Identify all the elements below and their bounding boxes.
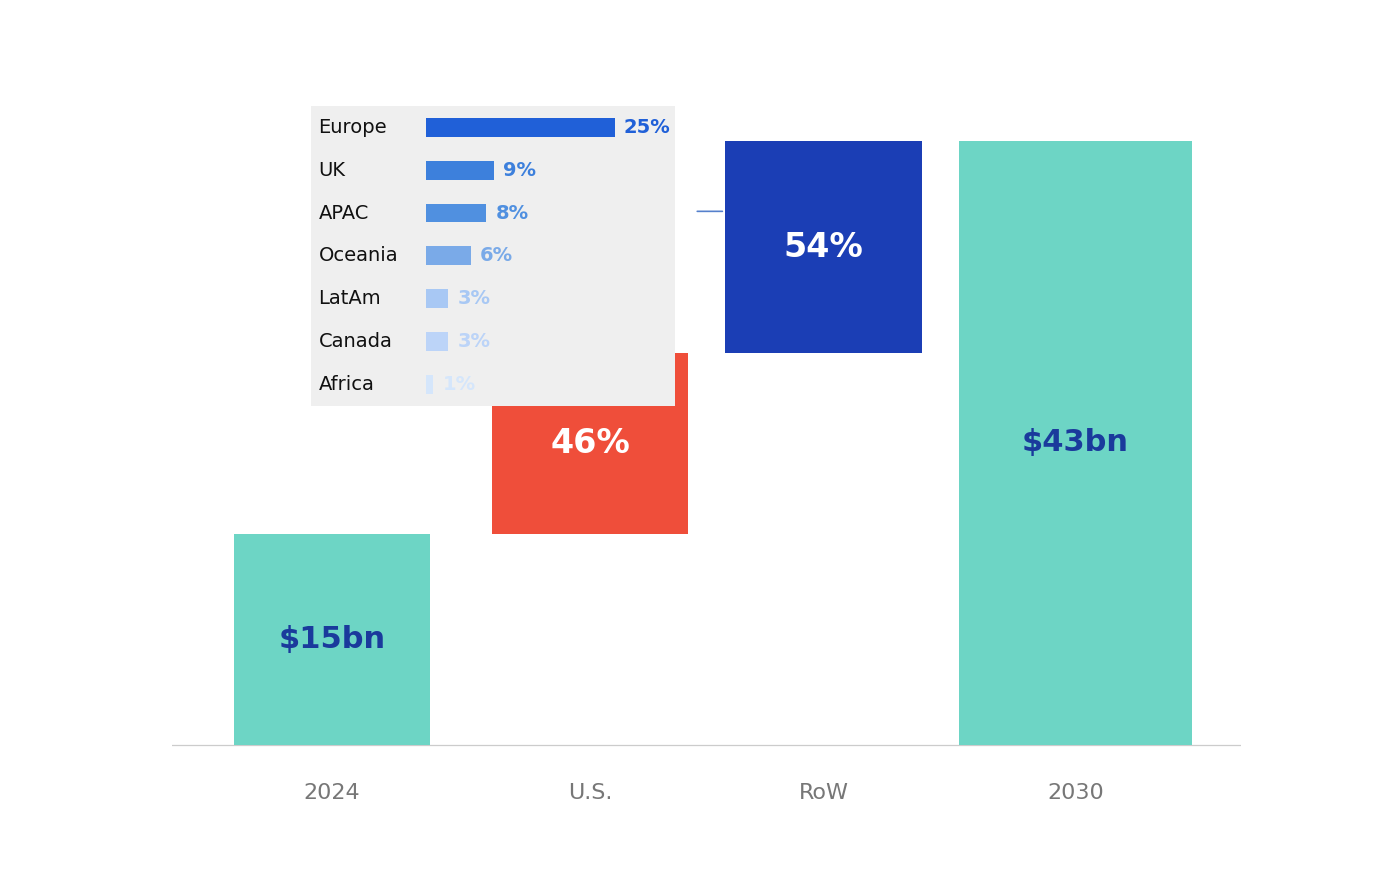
Bar xyxy=(958,141,1191,744)
Text: 2030: 2030 xyxy=(1047,782,1103,803)
Text: 54%: 54% xyxy=(783,231,863,263)
Text: 46%: 46% xyxy=(550,427,630,461)
Bar xyxy=(492,354,688,534)
Bar xyxy=(234,534,430,744)
Text: U.S.: U.S. xyxy=(568,782,612,803)
Bar xyxy=(725,141,921,354)
Text: RoW: RoW xyxy=(798,782,848,803)
Text: $43bn: $43bn xyxy=(1022,429,1129,457)
Text: 2024: 2024 xyxy=(303,782,360,803)
Text: $15bn: $15bn xyxy=(279,625,386,654)
